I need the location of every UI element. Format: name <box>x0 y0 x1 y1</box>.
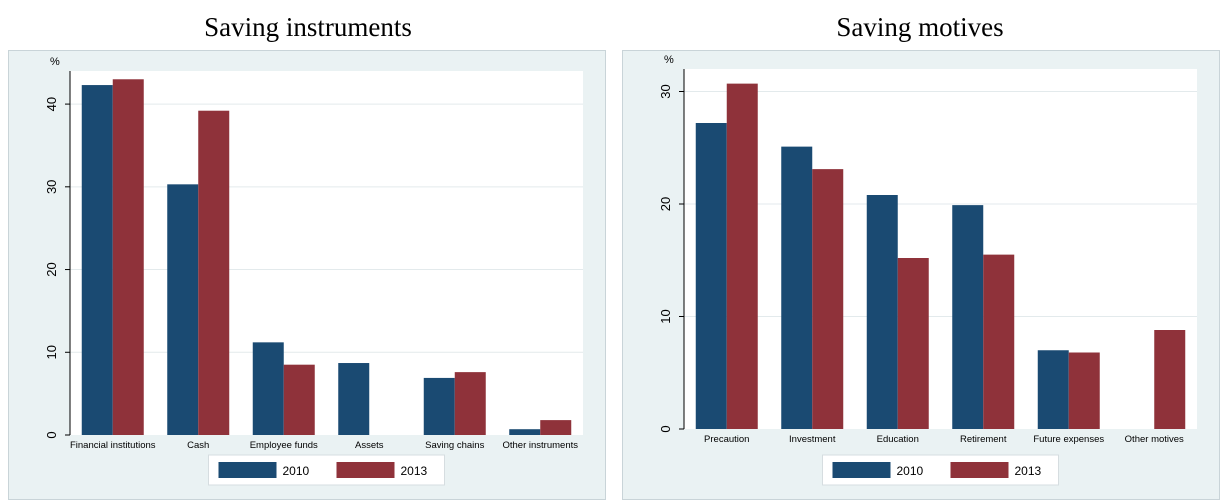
bar-2013 <box>540 420 572 435</box>
y-axis-label: % <box>664 54 674 66</box>
y-tick-label: 10 <box>44 345 59 359</box>
bar-2013 <box>454 372 486 435</box>
bar-2010 <box>423 377 455 435</box>
bar-2010 <box>695 123 727 429</box>
bar-2013 <box>1154 330 1186 429</box>
x-tick-label: Investment <box>789 434 836 445</box>
legend-label-2010: 2010 <box>283 464 310 478</box>
y-tick-label: 0 <box>44 431 59 438</box>
legend: 2010 2013 <box>822 454 1059 486</box>
bar-2013 <box>812 169 844 429</box>
bar-2013 <box>726 83 758 429</box>
legend-swatch-2010 <box>832 462 891 478</box>
x-tick-label: Cash <box>187 440 209 451</box>
x-tick-label: Other motives <box>1125 434 1184 445</box>
bar-2013 <box>198 110 230 435</box>
bar-2013 <box>112 79 144 435</box>
y-tick-label: 20 <box>658 197 673 211</box>
y-tick-label: 20 <box>44 262 59 276</box>
y-tick-label: 10 <box>658 309 673 323</box>
plot-area <box>684 69 1197 429</box>
chart-panel-saving-instruments: 0 10 20 30 40% Financial institutions Cash Empl… <box>8 50 606 500</box>
chart-panel-saving-motives: 0 10 20 30% Precaution Investment Education Ret… <box>622 50 1220 500</box>
bar-2010 <box>338 363 370 435</box>
x-tick-label: Financial institutions <box>70 440 156 451</box>
bar-2013 <box>983 254 1015 429</box>
legend-label-2010: 2010 <box>897 464 924 478</box>
legend-swatch-2013 <box>336 462 395 478</box>
legend: 2010 2013 <box>208 454 445 486</box>
bar-2013 <box>897 258 929 429</box>
x-tick-label: Precaution <box>704 434 749 445</box>
y-tick-label: 40 <box>44 97 59 111</box>
x-tick-label: Employee funds <box>250 440 318 451</box>
bar-2013 <box>1068 352 1100 429</box>
bar-chart-saving-motives: 0 10 20 30% Precaution Investment Education Ret… <box>658 54 1197 486</box>
y-tick-label: 0 <box>658 425 673 432</box>
x-tick-label: Future expenses <box>1033 434 1104 445</box>
plot-area <box>70 71 583 435</box>
x-tick-label: Other instruments <box>503 440 579 451</box>
bar-2010 <box>252 342 284 435</box>
legend-box <box>208 454 445 486</box>
chart-title-saving-motives: Saving motives <box>836 12 1004 42</box>
bar-2010 <box>781 146 813 429</box>
y-tick-label: 30 <box>658 84 673 98</box>
chart-title-saving-instruments: Saving instruments <box>204 12 412 42</box>
bar-2010 <box>866 195 898 429</box>
bar-chart-saving-instruments: 0 10 20 30 40% Financial institutions Cash Empl… <box>44 56 583 486</box>
y-axis-label: % <box>50 56 60 68</box>
legend-label-2013: 2013 <box>1015 464 1042 478</box>
bar-2010 <box>167 184 199 435</box>
x-tick-label: Assets <box>355 440 384 451</box>
bar-2013 <box>283 364 315 435</box>
legend-swatch-2013 <box>950 462 1009 478</box>
bar-2010 <box>509 429 541 435</box>
x-tick-label: Retirement <box>960 434 1007 445</box>
x-tick-label: Saving chains <box>425 440 484 451</box>
x-tick-label: Education <box>877 434 919 445</box>
bar-2010 <box>1037 350 1069 429</box>
y-tick-label: 30 <box>44 180 59 194</box>
bar-2010 <box>81 85 113 436</box>
legend-label-2013: 2013 <box>401 464 428 478</box>
bar-2010 <box>952 205 984 429</box>
legend-swatch-2010 <box>218 462 277 478</box>
